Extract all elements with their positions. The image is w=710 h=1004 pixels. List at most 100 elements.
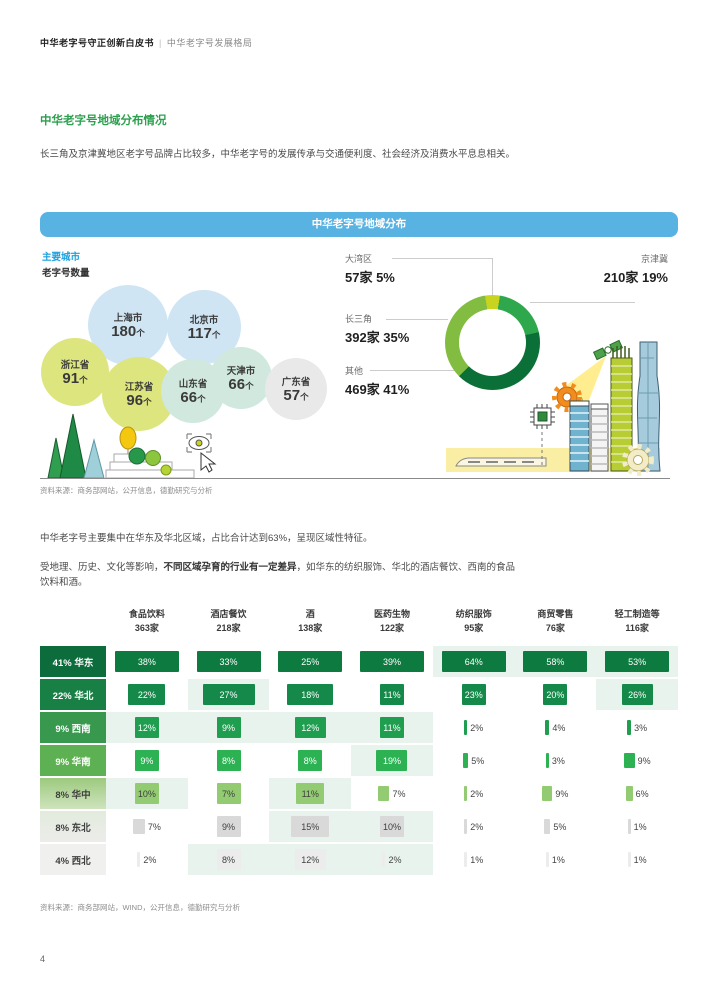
table-cell: 5%: [433, 745, 515, 776]
donut-label-qita: 其他 469家 41%: [345, 366, 410, 397]
leader-line-changsanjiao: [386, 319, 448, 320]
round-tree-icon: [145, 450, 161, 466]
table-cell: 2%: [433, 778, 515, 809]
table-cell: 22%: [106, 679, 188, 710]
value-bar: 7%: [216, 783, 241, 804]
column-header-纺织服饰: 纺织服饰 95家: [455, 609, 492, 633]
value-bar: [382, 852, 386, 867]
value-bar: 18%: [287, 684, 334, 705]
ground-line: [40, 478, 670, 479]
value-bar: 12%: [294, 849, 326, 870]
value-bar: [132, 819, 145, 834]
value-bar: 38%: [114, 651, 179, 672]
table-cell: 3%: [515, 745, 597, 776]
table-cell: 9%: [188, 811, 270, 842]
table-cell: 8%: [188, 745, 270, 776]
table-cell: 7%: [106, 811, 188, 842]
gear-pale-icon: [622, 444, 654, 476]
bubble-广东省: 广东省 57个: [265, 358, 327, 420]
value-bar: 53%: [605, 651, 670, 672]
table-corner: [40, 606, 106, 644]
table-cell: 53%: [596, 646, 678, 677]
column-header-食品饮料: 食品饮料 363家: [128, 609, 165, 633]
paragraph-intro: 长三角及京津冀地区老字号品牌占比较多，中华老字号的发展传承与交通便利度、社会经济…: [40, 149, 516, 160]
value-bar: [545, 753, 549, 768]
table-cell: 1%: [596, 844, 678, 875]
bubble-天津市: 天津市 66个: [210, 347, 272, 409]
value-bar: 8%: [216, 849, 241, 870]
table-cell: 2%: [106, 844, 188, 875]
value-bar: 9%: [216, 816, 241, 837]
value-bar: [625, 786, 633, 801]
value-bar: [464, 720, 468, 735]
table-cell: 12%: [269, 712, 352, 743]
table-cell: 38%: [106, 646, 188, 677]
paragraph-industry: 受地理、历史、文化等影响，不同区域孕育的行业有一定差异，如华东的纺织服饰、华北的…: [40, 562, 516, 589]
paragraph-summary: 中华老字号主要集中在华东及华北区域，占比合计达到63%，呈现区域性特征。: [40, 533, 373, 544]
pine-tree-icon: [59, 413, 87, 479]
table-cell: 1%: [433, 844, 515, 875]
donut-label-dawanqu: 大湾区 57家 5%: [345, 254, 395, 285]
value-bar: 22%: [128, 684, 166, 705]
table-cell: 11%: [269, 778, 352, 809]
table-cell: 27%: [187, 679, 270, 710]
round-tree-icon: [128, 447, 146, 465]
value-bar: 64%: [441, 651, 506, 672]
row-label-22% 华北: 22% 华北: [40, 679, 106, 710]
value-bar: 8%: [216, 750, 241, 771]
table-cell: 2%: [433, 712, 515, 743]
value-bar: [627, 852, 631, 867]
donut-label-jingjinji: 京津冀 210家 19%: [603, 254, 668, 285]
table-cell: 10%: [351, 811, 433, 842]
value-bar: 11%: [379, 717, 404, 738]
page-header: 中华老字号守正创新白皮书 | 中华老字号发展格局: [40, 36, 252, 49]
value-bar: 58%: [523, 651, 588, 672]
leader-line-jingjinji: [530, 302, 635, 303]
table-cell: 11%: [351, 679, 433, 710]
table-cell: 9%: [187, 712, 270, 743]
column-header-酒: 酒 138家: [298, 609, 323, 633]
value-bar: 23%: [461, 684, 486, 705]
value-bar: [627, 720, 632, 735]
value-bar: 8%: [298, 750, 323, 771]
value-bar: [464, 852, 468, 867]
value-bar: [544, 819, 551, 834]
table-cell: 11%: [351, 712, 433, 743]
value-bar: 12%: [134, 717, 159, 738]
chip-icon: [530, 404, 555, 468]
value-bar: [463, 753, 469, 768]
blue-tree-icon: [83, 438, 105, 479]
row-label-4% 西北: 4% 西北: [40, 844, 106, 875]
table-cell: 6%: [596, 778, 678, 809]
region-chart-card: 中华老字号地域分布 主要城市 老字号数量 上海市 180个 北京市 117个 浙江省…: [40, 212, 678, 480]
value-bar: [623, 753, 635, 768]
table-cell: 58%: [514, 646, 597, 677]
leader-line-dawanqu: [392, 258, 493, 295]
bubble-legend-line2: 老字号数量: [42, 268, 90, 279]
table-cell: 23%: [433, 679, 515, 710]
chart-source: 资料来源：商务部网站，公开信息，德勤研究与分析: [40, 486, 213, 495]
header-divider: |: [159, 38, 162, 48]
cursor-icon: [200, 451, 217, 473]
value-bar: 19%: [376, 750, 408, 771]
table-cell: 19%: [351, 745, 433, 776]
leader-line-qita: [370, 370, 455, 371]
building-white-small: [590, 403, 609, 472]
bubble-浙江省: 浙江省 91个: [41, 338, 109, 406]
value-bar: 25%: [278, 651, 343, 672]
value-bar: 10%: [134, 783, 159, 804]
value-bar: [464, 786, 468, 801]
eye-focus-icon: [186, 433, 212, 453]
value-bar: 39%: [359, 651, 424, 672]
table-cell: 9%: [515, 778, 597, 809]
bubble-chart: 上海市 180个 北京市 117个 浙江省 91个 江苏省 96个 山东省 66个 天津市…: [40, 212, 678, 480]
table-cell: 33%: [188, 646, 270, 677]
page-number: 4: [40, 954, 46, 964]
column-header-酒店餐饮: 酒店餐饮 218家: [210, 609, 247, 633]
table-cell: 9%: [106, 745, 188, 776]
value-bar: 33%: [196, 651, 261, 672]
value-bar: [464, 819, 468, 834]
round-tree-icon: [160, 464, 172, 476]
value-bar: [545, 720, 550, 735]
